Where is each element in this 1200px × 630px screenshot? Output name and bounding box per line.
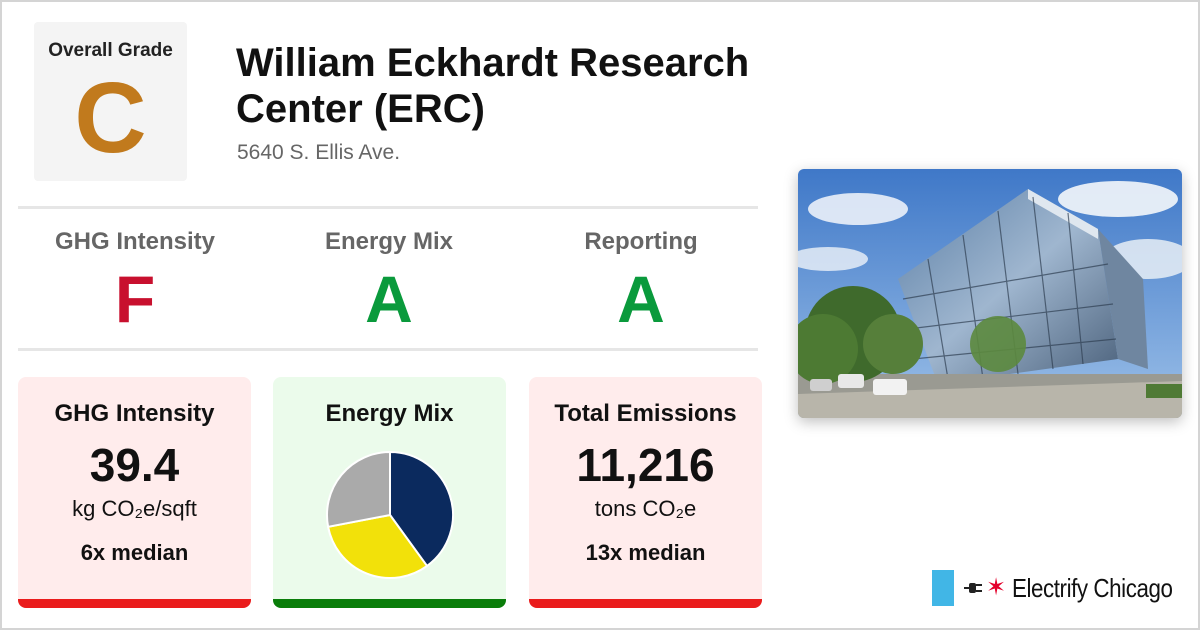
- total-emissions-card: Total Emissions 11,216 tons CO₂e 13x med…: [529, 377, 762, 608]
- total-emissions-value: 11,216: [576, 439, 715, 491]
- subgrade-label: GHG Intensity: [54, 228, 216, 255]
- divider-bottom: [18, 348, 758, 351]
- divider-top: [18, 206, 758, 209]
- red-star-icon: ✶: [986, 574, 1007, 601]
- overall-grade-label: Overall Grade: [48, 40, 173, 61]
- overall-grade-letter: C: [74, 62, 147, 174]
- ghg-intensity-value: 39.4: [89, 439, 180, 491]
- total-emissions-unit: tons CO₂e: [594, 496, 697, 521]
- card-bottom-bar: [18, 599, 251, 608]
- energy-mix-pie-chart: [326, 450, 454, 579]
- energy-mix-card: Energy Mix: [273, 377, 506, 608]
- electricity-slice: [389, 450, 454, 568]
- ghg-intensity-unit: kg CO₂e/sqft: [72, 496, 197, 521]
- other-slice: [326, 450, 391, 528]
- subgrade-energy-mix: Energy Mix A: [272, 228, 506, 332]
- building-photo: [798, 169, 1182, 418]
- subgrade-label: Reporting: [584, 228, 698, 255]
- card-bottom-bar: [529, 599, 762, 608]
- chicago-flag-icon: [932, 570, 954, 606]
- subgrade-letter: F: [114, 262, 156, 336]
- brand-name: Electrify Chicago: [1012, 572, 1173, 603]
- ghg-intensity-median: 6x median: [80, 540, 189, 565]
- card-title: Total Emissions: [554, 400, 737, 427]
- electrify-chicago-logo: ✶ Electrify Chicago: [932, 570, 1199, 606]
- subgrade-ghg-intensity: GHG Intensity F: [18, 228, 252, 332]
- card-title: GHG Intensity: [54, 400, 215, 427]
- overall-grade-box: Overall Grade C: [34, 22, 187, 181]
- subgrade-letter: A: [617, 262, 665, 336]
- card-bottom-bar: [273, 599, 506, 608]
- card-title: Energy Mix: [325, 400, 454, 427]
- gas-slice: [326, 513, 429, 579]
- plug-icon: [964, 583, 982, 593]
- ghg-intensity-card: GHG Intensity 39.4 kg CO₂e/sqft 6x media…: [18, 377, 251, 608]
- building-name: William Eckhardt Research Center (ERC): [236, 41, 750, 131]
- subgrade-letter: A: [365, 262, 413, 336]
- total-emissions-median: 13x median: [585, 540, 706, 565]
- building-address: 5640 S. Ellis Ave.: [237, 141, 401, 164]
- subgrade-reporting: Reporting A: [524, 228, 758, 332]
- subgrade-label: Energy Mix: [324, 228, 454, 255]
